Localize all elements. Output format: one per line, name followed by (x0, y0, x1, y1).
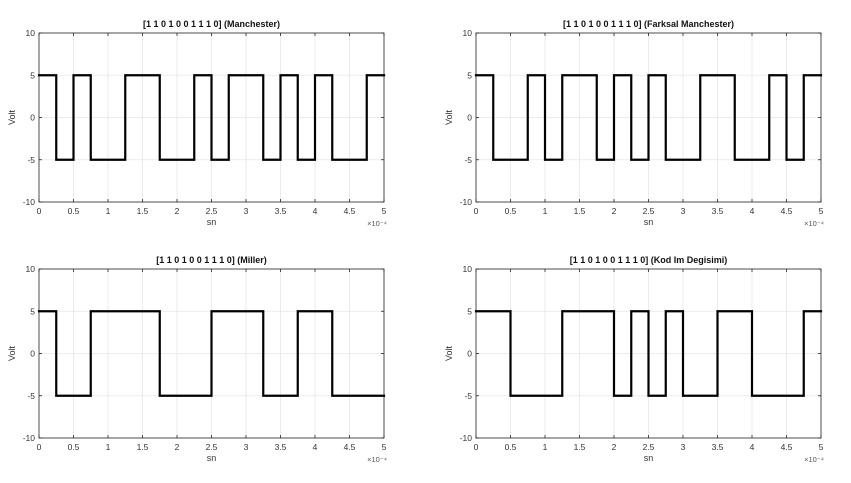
y-tick-label: -5 (464, 391, 472, 401)
chart-title: [1 1 0 1 0 0 1 1 1 0] (Farksal Mancheste… (563, 19, 734, 29)
x-tick-label: 4 (313, 206, 318, 216)
y-tick-label: -5 (27, 155, 35, 165)
x-tick-label: 0 (474, 442, 479, 452)
x-tick-label: 4.5 (781, 206, 793, 216)
signal-line (37, 74, 386, 161)
y-axis-label: Volt (444, 345, 454, 361)
plot-miller: [1 1 0 1 0 0 1 1 1 0] (Miller) Volt sn ×… (7, 255, 387, 464)
x-tick-label: 3 (681, 442, 686, 452)
x-tick-label: 0.5 (68, 206, 80, 216)
x-tick-label: 2 (175, 442, 180, 452)
y-tick-label: 10 (463, 264, 473, 274)
x-tick-label: 1 (543, 442, 548, 452)
y-tick-label: 0 (30, 113, 35, 123)
x-tick-label: 1.5 (137, 206, 149, 216)
x-tick-label: 4.5 (781, 442, 793, 452)
x-tick-label: 0 (37, 206, 42, 216)
x-tick-label: 3.5 (275, 442, 287, 452)
x-tick-label: 2 (612, 206, 617, 216)
x-tick-label: 4 (313, 442, 318, 452)
x-tick-label: 4.5 (344, 206, 356, 216)
x-tick-label: 4 (750, 442, 755, 452)
y-tick-label: 10 (26, 264, 36, 274)
signal-line (474, 310, 823, 397)
x-axis-label: sn (207, 453, 217, 463)
x-tick-label: 2.5 (206, 206, 218, 216)
chart-title: [1 1 0 1 0 0 1 1 1 0] (Miller) (156, 255, 267, 265)
y-tick-label: 0 (467, 113, 472, 123)
x-exponent-label: ×10⁻⁴ (367, 219, 387, 228)
x-tick-label: 1 (543, 206, 548, 216)
y-tick-label: 5 (467, 306, 472, 316)
x-tick-label: 0.5 (505, 206, 517, 216)
x-tick-label: 2 (175, 206, 180, 216)
y-tick-label: -10 (460, 197, 473, 207)
x-tick-label: 3.5 (712, 206, 724, 216)
y-tick-label: -5 (464, 155, 472, 165)
plot-farksal-manchester: [1 1 0 1 0 0 1 1 1 0] (Farksal Mancheste… (444, 19, 824, 228)
x-tick-label: 4.5 (344, 442, 356, 452)
y-tick-label: 0 (467, 349, 472, 359)
y-tick-label: 10 (26, 28, 36, 38)
y-axis-label: Volt (7, 345, 17, 361)
x-tick-label: 0.5 (505, 442, 517, 452)
y-tick-label: 5 (30, 70, 35, 80)
y-tick-label: -10 (23, 433, 36, 443)
x-tick-label: 3 (244, 206, 249, 216)
x-tick-label: 2.5 (643, 442, 655, 452)
x-exponent-label: ×10⁻⁴ (804, 219, 824, 228)
y-tick-label: -10 (23, 197, 36, 207)
x-exponent-label: ×10⁻⁴ (367, 455, 387, 464)
x-tick-label: 1.5 (574, 206, 586, 216)
x-tick-label: 5 (382, 206, 387, 216)
x-tick-label: 2.5 (206, 442, 218, 452)
signal-line (474, 74, 823, 161)
x-tick-label: 0 (37, 442, 42, 452)
x-tick-label: 2 (612, 442, 617, 452)
signal-line (37, 310, 386, 397)
x-tick-label: 3.5 (275, 206, 287, 216)
x-tick-label: 0.5 (68, 442, 80, 452)
chart-title: [1 1 0 1 0 0 1 1 1 0] (Kod Im Degisimi) (570, 255, 728, 265)
plot-kod-im-degisimi: [1 1 0 1 0 0 1 1 1 0] (Kod Im Degisimi) … (444, 255, 824, 464)
x-axis-label: sn (644, 453, 654, 463)
x-tick-label: 1 (106, 442, 111, 452)
x-tick-label: 4 (750, 206, 755, 216)
plot-manchester: [1 1 0 1 0 0 1 1 1 0] (Manchester) Volt … (7, 19, 387, 228)
x-tick-label: 1.5 (137, 442, 149, 452)
y-tick-label: -5 (27, 391, 35, 401)
y-tick-label: 10 (463, 28, 473, 38)
x-tick-label: 2.5 (643, 206, 655, 216)
x-tick-label: 5 (819, 206, 824, 216)
y-axis-label: Volt (444, 109, 454, 125)
x-exponent-label: ×10⁻⁴ (804, 455, 824, 464)
y-tick-label: 5 (467, 70, 472, 80)
x-tick-label: 3 (244, 442, 249, 452)
x-tick-label: 1 (106, 206, 111, 216)
y-axis-label: Volt (7, 109, 17, 125)
y-tick-label: -10 (460, 433, 473, 443)
x-tick-label: 5 (819, 442, 824, 452)
x-tick-label: 3.5 (712, 442, 724, 452)
x-axis-label: sn (644, 217, 654, 227)
y-tick-label: 5 (30, 306, 35, 316)
x-tick-label: 1.5 (574, 442, 586, 452)
x-axis-label: sn (207, 217, 217, 227)
y-tick-label: 0 (30, 349, 35, 359)
chart-title: [1 1 0 1 0 0 1 1 1 0] (Manchester) (143, 19, 280, 29)
x-tick-label: 0 (474, 206, 479, 216)
x-tick-label: 5 (382, 442, 387, 452)
x-tick-label: 3 (681, 206, 686, 216)
